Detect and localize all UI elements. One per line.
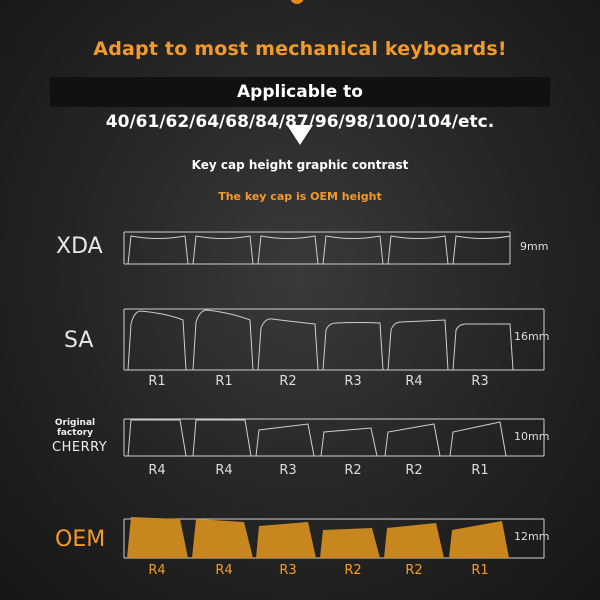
profile-label-oem: OEM bbox=[55, 527, 106, 552]
cherry-original-label: Original factory bbox=[54, 418, 96, 438]
oem-row-label: R2 bbox=[344, 563, 362, 578]
oem-row-label: R1 bbox=[471, 563, 489, 578]
height-label-sa: 16mm bbox=[514, 330, 550, 343]
xda-profile bbox=[123, 231, 511, 265]
cherry-profile bbox=[123, 418, 545, 457]
sa-row-label: R1 bbox=[215, 374, 233, 389]
headline: Adapt to most mechanical keyboards! bbox=[93, 38, 507, 60]
oem-row-label: R4 bbox=[148, 563, 166, 578]
sa-row-label: R3 bbox=[344, 374, 362, 389]
oem-row-label: R2 bbox=[405, 563, 423, 578]
cherry-row-label: R1 bbox=[471, 463, 489, 478]
profile-label-sa: SA bbox=[64, 328, 94, 353]
cherry-row-label: R2 bbox=[405, 463, 423, 478]
cherry-row-label: R4 bbox=[215, 463, 233, 478]
oem-row-label: R3 bbox=[279, 563, 297, 578]
cherry-row-label: R3 bbox=[279, 463, 297, 478]
cherry-row-label: R2 bbox=[344, 463, 362, 478]
sa-row-label: R1 bbox=[148, 374, 166, 389]
height-label-oem: 12mm bbox=[514, 530, 550, 543]
profile-label-xda: XDA bbox=[56, 234, 103, 259]
sa-row-label: R2 bbox=[279, 374, 297, 389]
cherry-row-label: R4 bbox=[148, 463, 166, 478]
compatibility-banner: Applicable to 40/61/62/64/68/84/87/96/98… bbox=[50, 77, 550, 132]
sa-row-label: R3 bbox=[471, 374, 489, 389]
height-label-cherry: 10mm bbox=[514, 430, 550, 443]
oem-row-label: R4 bbox=[215, 563, 233, 578]
sa-row-label: R4 bbox=[405, 374, 423, 389]
top-accent-mark bbox=[290, 0, 304, 4]
down-arrow-icon bbox=[287, 125, 313, 145]
comparison-caption: Key cap height graphic contrast bbox=[191, 158, 409, 172]
sa-profile bbox=[123, 308, 545, 371]
height-label-xda: 9mm bbox=[520, 240, 549, 253]
oem-profile bbox=[127, 517, 509, 558]
oem-height-note: The key cap is OEM height bbox=[218, 190, 382, 203]
profile-label-cherry: CHERRY bbox=[52, 440, 108, 455]
